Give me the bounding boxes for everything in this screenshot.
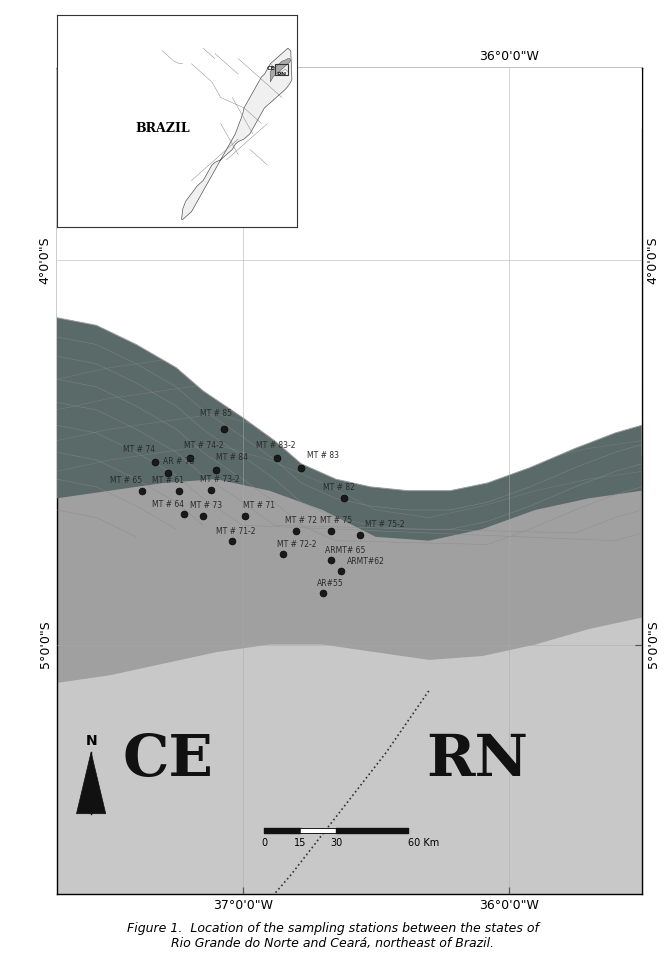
Text: MT # 74-2: MT # 74-2 xyxy=(184,441,224,451)
Text: MT # 83: MT # 83 xyxy=(307,451,338,460)
Text: MT # 74: MT # 74 xyxy=(123,445,155,454)
Text: 15: 15 xyxy=(294,838,307,848)
Polygon shape xyxy=(381,106,628,337)
Polygon shape xyxy=(57,183,642,541)
Bar xyxy=(275,64,288,75)
Text: MT # 75: MT # 75 xyxy=(320,516,352,525)
Polygon shape xyxy=(182,48,292,220)
Polygon shape xyxy=(270,59,291,82)
Text: MT # 73: MT # 73 xyxy=(190,501,221,510)
Text: MT # 75-2: MT # 75-2 xyxy=(365,520,405,529)
Text: MT # 82: MT # 82 xyxy=(323,483,354,492)
Text: MT # 64: MT # 64 xyxy=(152,500,184,510)
Text: 30: 30 xyxy=(330,838,342,848)
Text: ARMT# 65: ARMT# 65 xyxy=(325,546,366,555)
Text: MT # 83-2: MT # 83-2 xyxy=(256,441,295,451)
Text: RN: RN xyxy=(426,732,528,788)
Text: MT # 84: MT # 84 xyxy=(216,453,248,462)
Text: ARMT#62: ARMT#62 xyxy=(346,557,384,567)
Text: CE: CE xyxy=(267,67,276,72)
Text: BRAZIL: BRAZIL xyxy=(135,122,190,135)
Text: CE: CE xyxy=(123,732,213,788)
Polygon shape xyxy=(57,68,642,490)
Text: MT # 73-2: MT # 73-2 xyxy=(200,475,240,484)
Text: MT # 72: MT # 72 xyxy=(285,516,317,525)
Text: 60 Km: 60 Km xyxy=(408,838,440,848)
Text: Figure 1.  Location of the sampling stations between the states of
Rio Grande do: Figure 1. Location of the sampling stati… xyxy=(126,922,539,950)
Polygon shape xyxy=(57,433,642,683)
Text: AR # 75: AR # 75 xyxy=(163,456,194,466)
Text: AR#55: AR#55 xyxy=(317,578,344,588)
Text: RN: RN xyxy=(277,72,287,76)
Polygon shape xyxy=(57,68,642,894)
Text: MT # 71: MT # 71 xyxy=(243,501,275,510)
Polygon shape xyxy=(76,752,106,813)
Text: MT # 85: MT # 85 xyxy=(200,409,232,418)
Polygon shape xyxy=(344,83,642,414)
Text: MT # 72-2: MT # 72-2 xyxy=(277,541,317,549)
Text: N: N xyxy=(85,734,97,748)
Text: MT # 65: MT # 65 xyxy=(110,476,142,484)
Text: 0: 0 xyxy=(261,838,267,848)
Text: MT # 71-2: MT # 71-2 xyxy=(216,527,255,536)
Text: MT # 61: MT # 61 xyxy=(152,476,184,484)
